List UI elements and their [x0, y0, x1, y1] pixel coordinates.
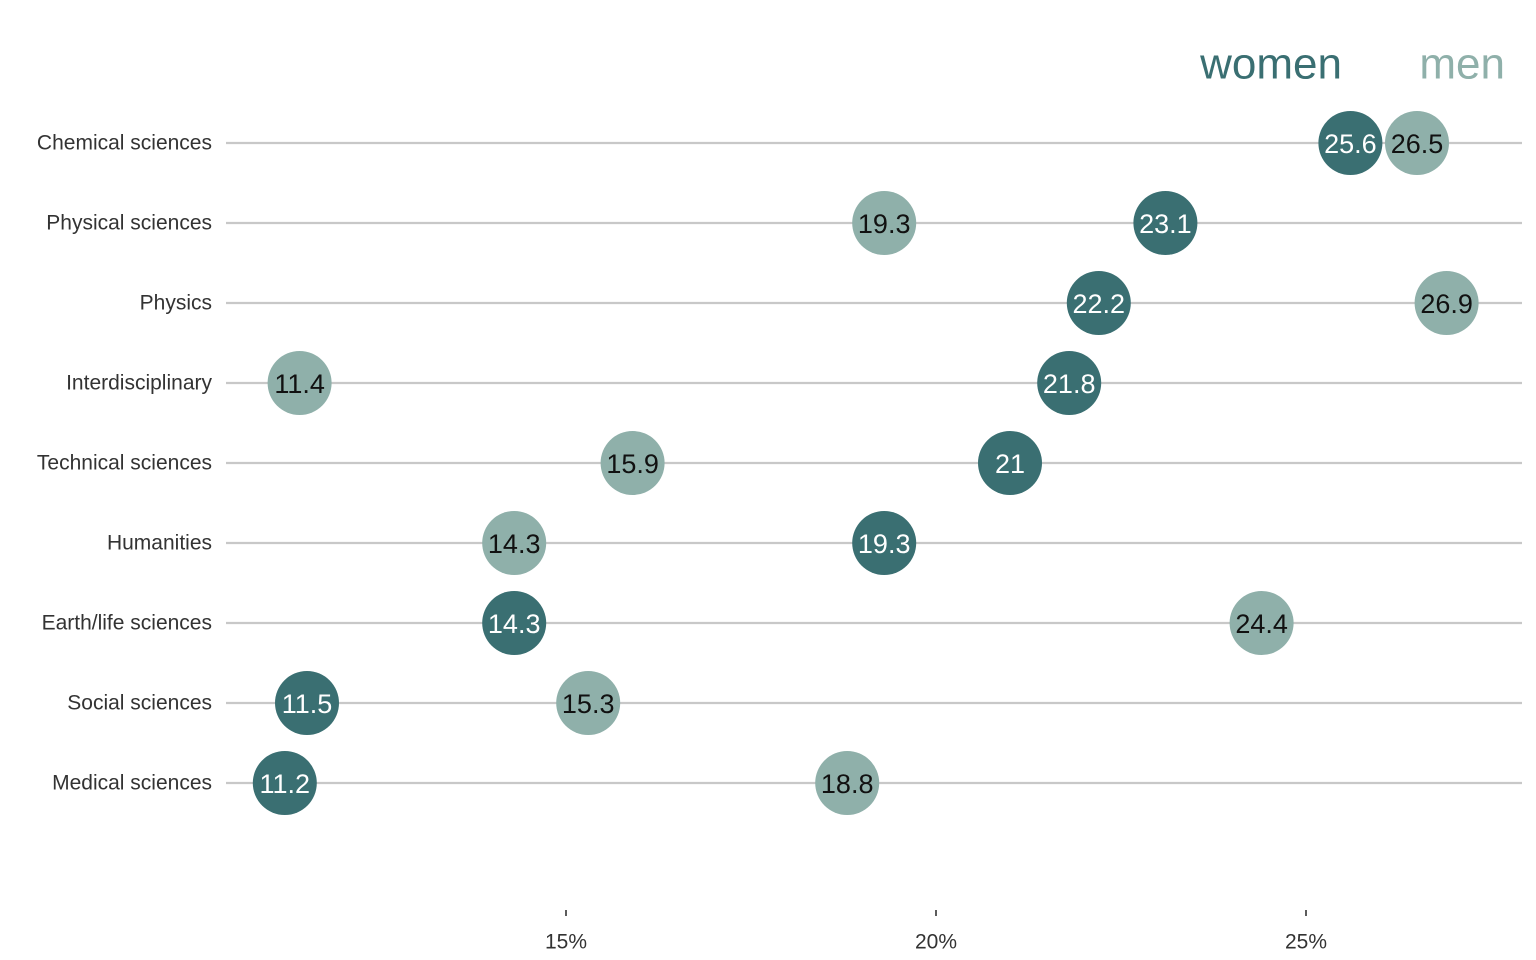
data-point-women: 14.3 [482, 591, 547, 655]
category-labels: Chemical sciences Physical sciences Physic… [37, 132, 213, 795]
dot-women [1318, 111, 1383, 175]
dot-men [267, 351, 332, 415]
data-point-men: 11.4 [267, 351, 332, 415]
category-label: Medical sciences [52, 772, 212, 795]
dot-value-label: 23.1 [1139, 209, 1192, 239]
dot-women [1037, 351, 1102, 415]
data-point-women: 21.8 [1037, 351, 1102, 415]
dot-value-label: 21.8 [1043, 369, 1096, 399]
dot-value-label: 14.3 [488, 609, 541, 639]
dot-women [275, 671, 339, 735]
dot-value-label: 14.3 [488, 529, 541, 559]
dot-value-label: 26.5 [1391, 129, 1444, 159]
dot-value-label: 18.8 [821, 769, 874, 799]
dot-men [482, 511, 547, 575]
dot-value-label: 11.4 [274, 369, 325, 399]
legend: women men [1199, 40, 1505, 89]
data-point-men: 26.9 [1414, 271, 1479, 335]
data-point-women: 25.6 [1318, 111, 1383, 175]
dot-men [815, 751, 880, 815]
x-tick-label: 20% [915, 931, 957, 954]
dot-value-label: 22.2 [1073, 289, 1126, 319]
dot-women [482, 591, 547, 655]
dot-men [1414, 271, 1479, 335]
data-point-men: 18.8 [815, 751, 880, 815]
dot-value-label: 25.6 [1324, 129, 1377, 159]
dot-value-label: 11.5 [282, 689, 333, 719]
dot-value-label: 19.3 [858, 529, 911, 559]
category-label: Physics [140, 292, 212, 315]
x-axis: 15% 20% 25% [545, 910, 1327, 954]
data-point-women: 21 [978, 431, 1042, 495]
category-label: Earth/life sciences [42, 612, 212, 635]
category-label: Physical sciences [46, 212, 212, 235]
dot-women [1066, 271, 1131, 335]
dot-value-label: 15.9 [606, 449, 659, 479]
data-point-women: 19.3 [852, 511, 917, 575]
dot-value-label: 21 [995, 449, 1025, 479]
data-point-women: 23.1 [1133, 191, 1198, 255]
dot-women [252, 751, 317, 815]
x-tick-label: 15% [545, 931, 587, 954]
data-point-women: 11.5 [275, 671, 339, 735]
dot-women [978, 431, 1042, 495]
dot-value-label: 15.3 [562, 689, 615, 719]
x-tick-label: 25% [1285, 931, 1327, 954]
dot-value-label: 19.3 [858, 209, 911, 239]
category-label: Technical sciences [37, 452, 212, 475]
data-point-men: 19.3 [852, 191, 917, 255]
data-point-men: 15.3 [556, 671, 621, 735]
dot-value-label: 11.2 [260, 769, 311, 799]
data-point-men: 15.9 [600, 431, 665, 495]
dot-men [1229, 591, 1294, 655]
legend-label-men: men [1419, 40, 1505, 89]
category-label: Chemical sciences [37, 132, 212, 155]
data-points: 25.6 23.1 22.2 21.8 21 19.3 14.3 11.5 11.2 26.5 19… [252, 111, 1479, 815]
dot-value-label: 24.4 [1235, 609, 1288, 639]
dot-women [1133, 191, 1198, 255]
dot-men [600, 431, 665, 495]
dot-women [852, 511, 917, 575]
dot-men [556, 671, 621, 735]
data-point-women: 22.2 [1066, 271, 1131, 335]
category-label: Interdisciplinary [66, 372, 212, 395]
data-point-men: 14.3 [482, 511, 547, 575]
category-label: Humanities [107, 532, 212, 555]
data-point-women: 11.2 [252, 751, 317, 815]
legend-label-women: women [1199, 40, 1342, 89]
dot-value-label: 26.9 [1420, 289, 1473, 319]
category-label: Social sciences [67, 692, 212, 715]
dot-men [1385, 111, 1449, 175]
dot-men [852, 191, 917, 255]
data-point-men: 24.4 [1229, 591, 1294, 655]
data-point-men: 26.5 [1385, 111, 1449, 175]
